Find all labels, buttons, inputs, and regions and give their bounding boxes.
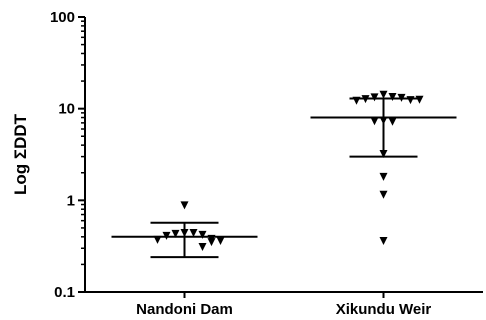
data-point — [153, 235, 162, 244]
data-point — [361, 95, 370, 104]
data-point — [180, 201, 189, 210]
data-point — [379, 190, 388, 199]
x-tick-label: Xikundu Weir — [336, 301, 432, 318]
data-point — [198, 242, 207, 251]
y-tick-label: 1 — [67, 192, 75, 209]
data-point — [207, 238, 216, 247]
data-point — [379, 90, 388, 99]
axes — [84, 17, 483, 293]
data-point — [189, 229, 198, 238]
data-point — [397, 93, 406, 102]
data-point — [379, 237, 388, 246]
data-point — [388, 93, 397, 102]
data-point — [162, 231, 171, 240]
y-tick-label: 0.1 — [54, 284, 75, 301]
data-points — [153, 90, 424, 251]
data-point — [198, 230, 207, 239]
y-ticks: 0.1 1 10 100 — [50, 9, 85, 301]
x-tick-label: Nandoni Dam — [136, 301, 233, 318]
data-point — [388, 117, 397, 126]
data-point — [180, 229, 189, 238]
y-tick-label: 100 — [50, 9, 75, 26]
x-tick-labels: Nandoni Dam Xikundu Weir — [136, 292, 431, 318]
data-point — [370, 117, 379, 126]
data-point — [379, 172, 388, 181]
data-point — [216, 237, 225, 246]
data-point — [406, 96, 415, 105]
data-point — [370, 93, 379, 102]
y-tick-label: 10 — [58, 101, 75, 118]
data-point — [352, 96, 361, 105]
data-point — [415, 95, 424, 104]
y-axis-title: Log ΣDDT — [11, 113, 30, 195]
data-point — [379, 116, 388, 125]
data-point — [379, 150, 388, 159]
data-point — [171, 229, 180, 238]
error-bars — [111, 97, 457, 259]
